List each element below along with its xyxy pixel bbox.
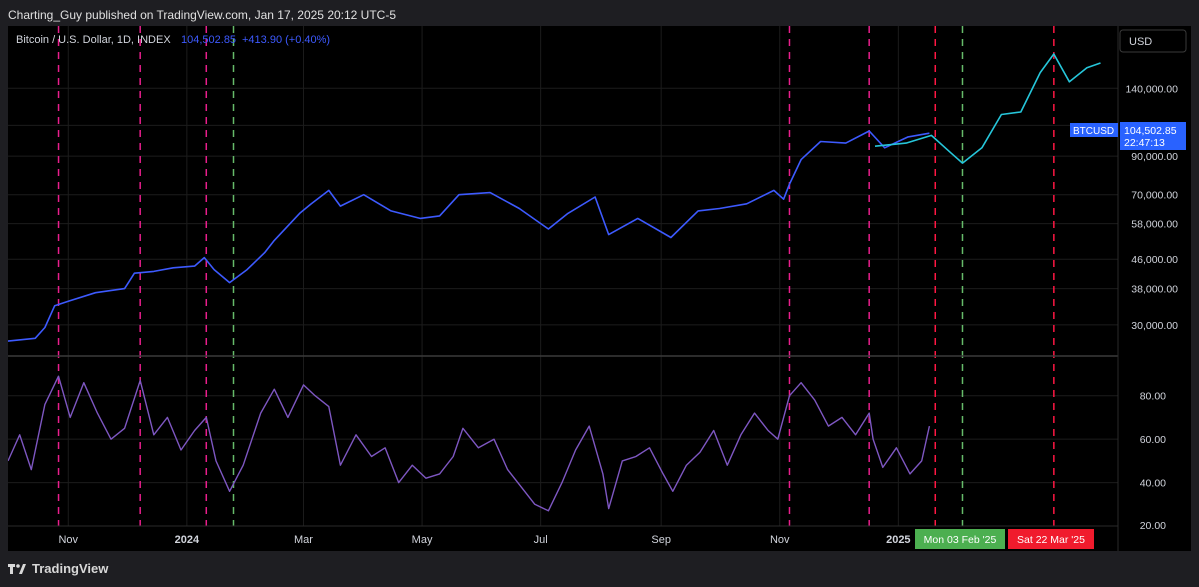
time-tick-label: Sep	[651, 534, 671, 546]
rsi-line	[8, 375, 931, 512]
date-tag-green	[915, 529, 1005, 549]
price-tick-label: 58,000.00	[1131, 219, 1178, 231]
footer-brand-label: TradingView	[32, 561, 109, 576]
chart-canvas[interactable]: 30,000.00 38,000.00 46,000.00 58,000.00 70,0…	[8, 26, 1191, 551]
time-tick-label: 2024	[175, 534, 200, 546]
legend-price: 104,502.85	[181, 34, 236, 46]
last-price-value: 104,502.85	[1124, 125, 1177, 137]
price-tick-label: 90,000.00	[1131, 151, 1178, 163]
date-tag-red-label: Sat 22 Mar '25	[1017, 534, 1085, 546]
time-tick-label: May	[412, 534, 433, 546]
tradingview-logo-icon	[8, 562, 26, 576]
time-axis-labels: Nov 2024 Mar May Jul Sep Nov 2025	[58, 534, 910, 546]
time-tick-label: Jul	[534, 534, 548, 546]
time-tick-label: 2025	[886, 534, 910, 546]
rsi-tick-label: 60.00	[1140, 434, 1166, 446]
symbol-tag	[1070, 123, 1118, 137]
price-tick-label: 30,000.00	[1131, 320, 1178, 332]
publish-header: Charting_Guy published on TradingView.co…	[8, 8, 397, 22]
legend-symbol[interactable]: Bitcoin / U.S. Dollar, 1D, INDEX	[16, 34, 171, 46]
bar-countdown: 22:47:13	[1124, 137, 1165, 149]
price-tick-label: 70,000.00	[1131, 190, 1178, 202]
price-tick-label: 46,000.00	[1131, 254, 1178, 266]
price-tick-label: 38,000.00	[1131, 284, 1178, 296]
rsi-tick-label: 40.00	[1140, 478, 1166, 490]
currency-label: USD	[1129, 36, 1152, 48]
price-axis-labels: 30,000.00 38,000.00 46,000.00 58,000.00 70,0…	[1125, 83, 1178, 532]
date-tag-green-label: Mon 03 Feb '25	[924, 534, 997, 546]
rsi-tick-label: 80.00	[1140, 391, 1166, 403]
legend-change: +413.90 (+0.40%)	[242, 34, 330, 46]
currency-button[interactable]	[1119, 29, 1187, 53]
price-tick-label: 140,000.00	[1125, 83, 1178, 95]
projection-line	[874, 53, 1101, 164]
footer-brand[interactable]: TradingView	[8, 561, 108, 576]
price-series-group	[8, 53, 1101, 342]
chart-frame[interactable]: 30,000.00 38,000.00 46,000.00 58,000.00 70,0…	[8, 26, 1191, 551]
rsi-tick-label: 20.00	[1140, 520, 1166, 532]
marker-lines	[57, 26, 1055, 526]
symbol-tag-label: BTCUSD	[1073, 126, 1114, 137]
time-tick-label: Nov	[770, 534, 790, 546]
time-tick-label: Mar	[294, 534, 313, 546]
last-price-tag	[1120, 122, 1186, 150]
date-tag-red	[1008, 529, 1094, 549]
rsi-series-group	[8, 375, 931, 512]
price-line	[8, 130, 930, 342]
grid	[8, 26, 1118, 527]
time-tick-label: Nov	[58, 534, 78, 546]
